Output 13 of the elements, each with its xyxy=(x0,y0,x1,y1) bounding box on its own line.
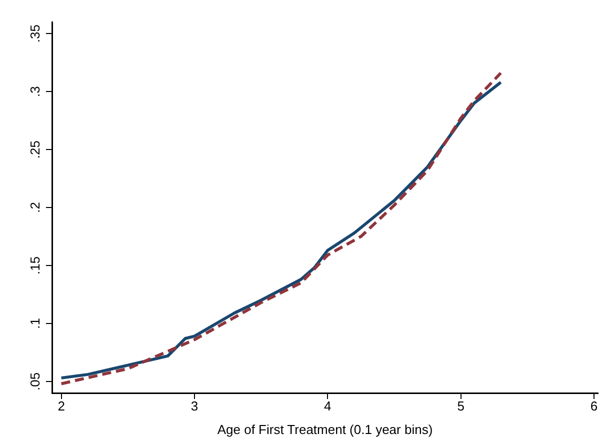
x-axis-title: Age of First Treatment (0.1 year bins) xyxy=(217,422,433,437)
x-tick-label: 5 xyxy=(457,398,464,414)
x-tick-label: 6 xyxy=(590,398,598,414)
x-tick-label: 4 xyxy=(324,398,332,414)
y-tick-label: .05 xyxy=(28,372,43,390)
y-tick-label: .35 xyxy=(28,24,43,43)
y-tick-label: .25 xyxy=(28,140,43,159)
y-tick-label: .1 xyxy=(28,318,43,329)
x-tick-label: 3 xyxy=(190,398,198,414)
y-tick-label: .2 xyxy=(28,202,43,213)
y-tick-label: .15 xyxy=(28,256,43,275)
y-tick-label: .3 xyxy=(28,86,43,97)
x-tick-label: 2 xyxy=(58,398,65,414)
